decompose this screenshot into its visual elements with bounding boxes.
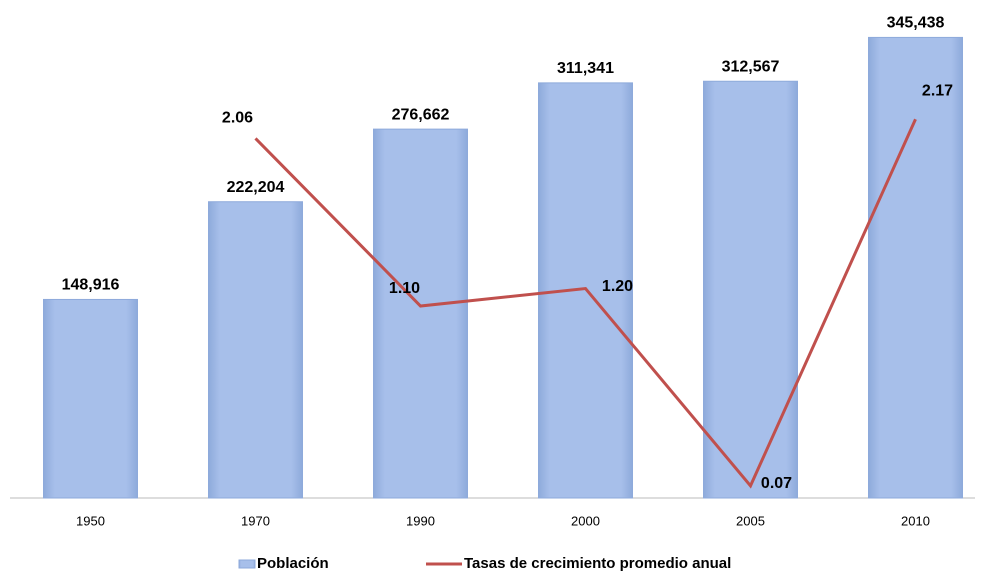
x-tick-label: 2000	[571, 513, 600, 528]
bar	[868, 36, 963, 499]
x-tick-label: 1990	[406, 513, 435, 528]
line-value-label: 2.17	[922, 82, 953, 99]
x-tick-label: 1950	[76, 513, 105, 528]
x-tick-label: 2010	[901, 513, 930, 528]
legend-label: Tasas de crecimiento promedio anual	[464, 555, 731, 572]
x-tick-label: 1970	[241, 513, 270, 528]
bar	[703, 80, 798, 499]
line-value-label: 1.20	[602, 278, 633, 295]
bar	[43, 298, 138, 499]
bar-value-label: 148,916	[62, 277, 120, 294]
bar	[373, 128, 468, 499]
x-tick-label: 2005	[736, 513, 765, 528]
bar-value-label: 312,567	[722, 58, 780, 75]
line-value-label: 1.10	[389, 280, 420, 297]
bar-value-label: 222,204	[227, 179, 285, 196]
legend-label: Población	[257, 555, 329, 572]
line-value-label: 2.06	[222, 110, 253, 127]
bar-value-label: 345,438	[887, 15, 945, 32]
line	[254, 118, 917, 489]
line-value-label: 0.07	[761, 475, 792, 492]
bar	[208, 201, 303, 499]
legend-swatch	[238, 559, 256, 569]
bar-value-label: 276,662	[392, 106, 450, 123]
bar-value-label: 311,341	[557, 60, 614, 77]
